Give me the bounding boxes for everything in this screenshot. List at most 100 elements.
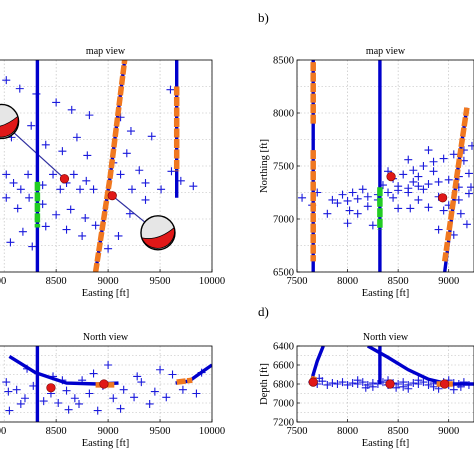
event-marker xyxy=(122,149,131,158)
event-marker xyxy=(114,231,123,240)
x-tick-label: 10000 xyxy=(199,276,225,287)
event-marker xyxy=(83,151,92,160)
event-marker xyxy=(409,379,418,388)
event-marker xyxy=(399,382,408,391)
event-marker xyxy=(27,121,36,130)
event-marker xyxy=(58,147,67,156)
event-marker xyxy=(439,206,448,215)
x-axis-label: Easting [ft] xyxy=(82,288,130,299)
stage-line xyxy=(441,107,470,262)
event-marker xyxy=(157,185,166,194)
stage-line xyxy=(92,60,128,272)
event-marker xyxy=(353,209,362,218)
event-marker xyxy=(70,394,79,403)
panel-label: b) xyxy=(258,10,269,25)
beachball-marker xyxy=(140,215,176,251)
event-marker xyxy=(15,84,24,93)
event-marker xyxy=(64,405,73,414)
event-marker xyxy=(127,185,136,194)
event-marker xyxy=(323,209,332,218)
event-marker xyxy=(178,385,187,394)
x-tick-label: 8500 xyxy=(388,276,409,287)
sensor-marker xyxy=(46,383,56,393)
event-marker xyxy=(439,154,448,163)
event-marker xyxy=(429,382,438,391)
event-marker xyxy=(91,221,100,230)
event-marker xyxy=(6,238,15,247)
event-marker xyxy=(392,383,401,392)
event-marker xyxy=(409,177,418,186)
event-marker xyxy=(358,185,367,194)
event-marker xyxy=(384,188,393,197)
event-marker xyxy=(76,185,85,194)
y-tick-label: 7200 xyxy=(273,418,294,429)
event-marker xyxy=(348,379,357,388)
event-marker xyxy=(414,376,423,385)
y-tick-label: 6800 xyxy=(273,380,294,391)
y-tick-label: 6400 xyxy=(273,342,294,353)
event-marker xyxy=(119,385,128,394)
event-marker xyxy=(358,378,367,387)
event-marker xyxy=(424,146,433,155)
event-marker xyxy=(89,185,98,194)
sensor-marker xyxy=(440,379,450,389)
event-marker xyxy=(126,127,135,136)
event-marker xyxy=(2,76,11,85)
event-marker xyxy=(353,376,362,385)
event-marker xyxy=(338,378,347,387)
y-tick-label: 6600 xyxy=(273,361,294,372)
event-marker xyxy=(104,244,113,253)
event-marker xyxy=(424,180,433,189)
x-tick-label: 9500 xyxy=(150,276,171,287)
event-marker xyxy=(449,385,458,394)
event-marker xyxy=(328,195,337,204)
event-marker xyxy=(85,111,94,120)
event-marker xyxy=(41,140,50,149)
event-marker xyxy=(414,195,423,204)
beachball-compression xyxy=(0,115,19,138)
event-marker xyxy=(298,193,307,202)
x-tick-label: 00 xyxy=(0,426,6,437)
axes-frame xyxy=(0,59,213,273)
event-marker xyxy=(54,399,63,407)
event-marker xyxy=(419,185,428,194)
y-tick-label: 8000 xyxy=(273,109,294,120)
event-marker xyxy=(75,399,84,408)
event-marker xyxy=(429,157,438,166)
axes-title: map view xyxy=(366,46,406,57)
event-marker xyxy=(361,383,370,392)
stage-line xyxy=(176,377,193,385)
event-marker xyxy=(168,370,177,379)
event-marker xyxy=(333,199,342,208)
event-marker xyxy=(135,166,144,175)
sensor-marker xyxy=(107,191,117,201)
event-marker xyxy=(404,384,413,393)
event-marker xyxy=(130,393,139,402)
event-marker xyxy=(28,242,37,251)
event-marker xyxy=(78,231,87,240)
y-axis-label: Northing [ft] xyxy=(259,139,270,193)
x-tick-label: 9500 xyxy=(150,426,171,437)
event-marker xyxy=(419,162,428,170)
event-marker xyxy=(353,194,362,203)
event-marker xyxy=(13,204,22,213)
y-axis-label: Depth [ft] xyxy=(259,363,270,405)
sensor-marker xyxy=(438,193,448,203)
event-marker xyxy=(394,380,403,388)
x-tick-label: 8500 xyxy=(46,276,67,287)
event-marker xyxy=(429,167,438,176)
event-marker xyxy=(444,175,453,184)
event-marker xyxy=(18,227,27,236)
event-marker xyxy=(467,141,474,150)
x-tick-label: 8000 xyxy=(337,426,358,437)
event-marker xyxy=(2,378,11,387)
event-marker xyxy=(150,387,159,396)
plot-content xyxy=(0,346,212,422)
event-marker xyxy=(333,380,342,388)
x-axis-label: Easting [ft] xyxy=(362,288,410,299)
event-marker xyxy=(394,182,403,191)
axes-title: map view xyxy=(86,46,126,57)
event-marker xyxy=(41,222,50,231)
x-tick-label: 8000 xyxy=(337,276,358,287)
